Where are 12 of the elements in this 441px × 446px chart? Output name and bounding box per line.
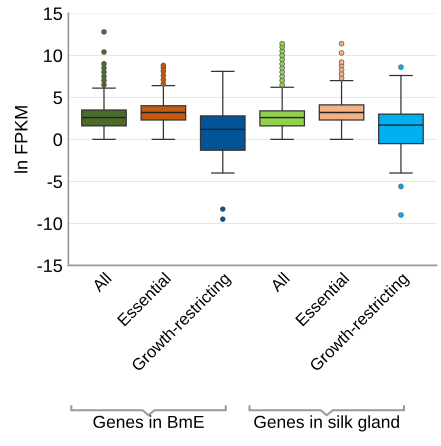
text: Genes in silk gland: [254, 415, 399, 432]
y-tick-label: 15: [44, 8, 62, 20]
y-tick-label: -10: [38, 217, 62, 230]
x-tick-label: All: [269, 272, 290, 293]
y-tick-label: -5: [48, 175, 62, 188]
text: Genes in BmE: [93, 415, 204, 428]
y-tick-label: 5: [53, 91, 62, 104]
y-axis-title: ln FPKM: [14, 106, 28, 173]
y-tick-label: -15: [38, 259, 62, 272]
y-tick-label: 10: [44, 49, 62, 62]
x-tick-label: All: [90, 272, 112, 293]
y-tick-label: 0: [53, 133, 62, 146]
